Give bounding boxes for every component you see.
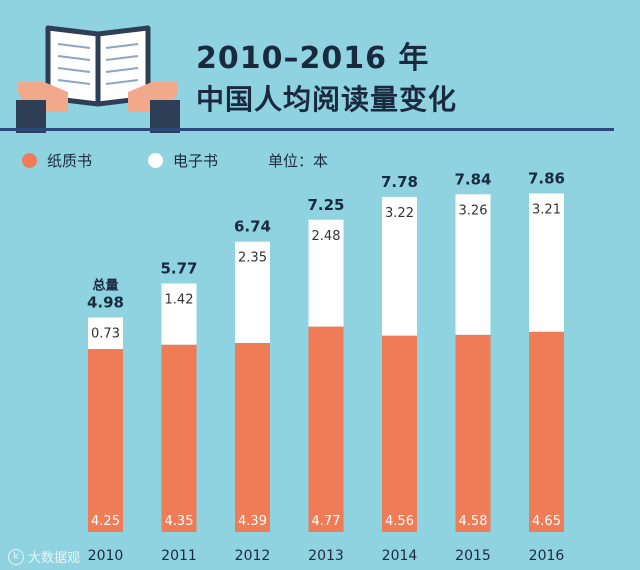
chart-legend: 纸质书 电子书 单位：本 xyxy=(0,150,640,176)
x-tick-label-2013: 2013 xyxy=(308,548,344,564)
bar-ebook-2010 xyxy=(88,317,123,349)
data-label-ebook-2013: 2.48 xyxy=(312,229,341,244)
legend-item-ebook: 电子书 xyxy=(148,150,218,171)
x-tick-label-2015: 2015 xyxy=(455,548,491,564)
x-tick-label-2012: 2012 xyxy=(235,548,271,564)
data-label-ebook-2010: 0.73 xyxy=(91,327,120,342)
data-label-paper-2016: 4.65 xyxy=(532,514,561,529)
data-label-paper-2010: 4.25 xyxy=(91,514,120,529)
data-label-total-2014: 7.78 xyxy=(381,173,418,191)
bar-paper-2014 xyxy=(382,335,417,532)
bar-paper-2012 xyxy=(235,342,270,532)
chart-title-line-1: 2010–2016 年 xyxy=(196,41,430,76)
data-label-total-2013: 7.25 xyxy=(307,196,344,214)
legend-label-ebook: 电子书 xyxy=(173,152,219,170)
watermark: k 大数据观 xyxy=(8,547,80,566)
bar-paper-2013 xyxy=(308,326,344,532)
bar-paper-2016 xyxy=(529,331,564,532)
data-label-paper-2011: 4.35 xyxy=(165,514,194,529)
bar-paper-2011 xyxy=(161,344,197,532)
legend-label-paper: 纸质书 xyxy=(47,152,93,170)
data-label-ebook-2011: 1.42 xyxy=(165,292,194,307)
bar-paper-2010 xyxy=(88,348,123,532)
title-divider xyxy=(0,128,614,131)
data-label-ebook-2015: 3.26 xyxy=(459,203,488,218)
watermark-logo-icon: k xyxy=(8,548,24,565)
legend-marker-ebook xyxy=(148,153,163,168)
total-caption: 总量 xyxy=(92,278,118,294)
unit-label: 单位：本 xyxy=(268,152,329,170)
data-label-paper-2013: 4.77 xyxy=(312,514,341,529)
legend-item-paper: 纸质书 xyxy=(22,150,92,171)
data-label-paper-2014: 4.56 xyxy=(385,514,414,529)
data-label-paper-2015: 4.58 xyxy=(459,514,488,529)
x-tick-label-2010: 2010 xyxy=(88,548,124,564)
data-label-total-2010: 4.98 xyxy=(87,294,124,312)
data-label-total-2012: 6.74 xyxy=(234,218,271,236)
x-tick-label-2014: 2014 xyxy=(382,548,418,564)
legend-marker-paper xyxy=(22,153,37,168)
x-tick-label-2011: 2011 xyxy=(161,548,197,564)
watermark-text: 大数据观 xyxy=(28,551,81,566)
bar-ebook-2011 xyxy=(161,283,197,345)
data-label-ebook-2012: 2.35 xyxy=(238,251,267,266)
data-label-total-2016: 7.86 xyxy=(528,169,565,187)
data-label-ebook-2016: 3.21 xyxy=(532,202,561,217)
bar-ebook-2014 xyxy=(382,196,417,336)
chart-title-line-2: 中国人均阅读量变化 xyxy=(196,83,458,116)
data-label-ebook-2014: 3.22 xyxy=(385,206,414,221)
bar-ebook-2015 xyxy=(455,194,491,335)
bar-ebook-2013 xyxy=(308,219,344,327)
data-label-total-2011: 5.77 xyxy=(160,259,197,277)
x-tick-label-2016: 2016 xyxy=(529,548,565,564)
legend-unit: 单位：本 xyxy=(268,150,328,171)
bar-ebook-2016 xyxy=(529,193,564,332)
bar-paper-2015 xyxy=(455,334,491,532)
bar-ebook-2012 xyxy=(235,241,270,343)
data-label-paper-2012: 4.39 xyxy=(238,514,267,529)
data-label-total-2015: 7.84 xyxy=(454,170,491,188)
open-book-in-hands-icon xyxy=(16,25,180,133)
